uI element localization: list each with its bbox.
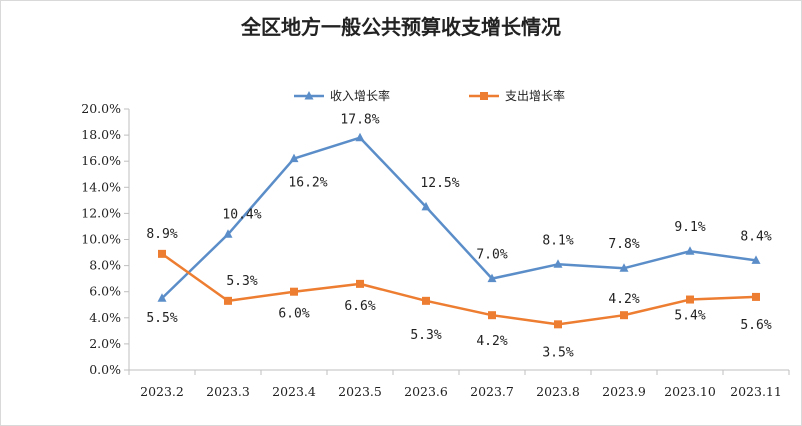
revenue-point — [619, 263, 629, 272]
x-tick-label: 2023.9 — [602, 384, 646, 399]
data-label: 3.5% — [542, 345, 573, 360]
revenue-point — [355, 132, 365, 142]
y-tick-label: 20.0% — [81, 101, 121, 116]
y-tick-label: 0.0% — [89, 362, 121, 377]
revenue-point — [685, 246, 695, 255]
expenditure-point — [488, 311, 496, 320]
revenue-point — [751, 255, 761, 264]
revenue-point — [223, 229, 233, 238]
expenditure-point — [620, 311, 628, 320]
data-label: 12.5% — [420, 176, 459, 191]
y-tick-label: 14.0% — [81, 179, 121, 194]
series-line-revenue — [161, 136, 757, 300]
x-tick-label: 2023.5 — [338, 384, 382, 399]
y-tick-label: 8.0% — [89, 258, 121, 273]
data-label: 16.2% — [288, 176, 327, 191]
data-label: 9.1% — [674, 220, 705, 235]
revenue-point — [487, 273, 497, 283]
y-tick-label: 4.0% — [89, 310, 121, 325]
x-tick-label: 2023.6 — [404, 384, 448, 399]
x-tick-label: 2023.3 — [206, 384, 250, 399]
x-tick-label: 2023.11 — [730, 384, 782, 399]
expenditure-point — [686, 295, 694, 304]
data-label: 17.8% — [340, 113, 379, 128]
y-tick-label: 6.0% — [89, 284, 121, 299]
data-label: 4.2% — [608, 292, 639, 307]
revenue-point — [157, 293, 167, 302]
data-label: 8.4% — [740, 229, 771, 244]
legend-label: 支出增长率 — [505, 88, 565, 103]
y-tick-label: 16.0% — [81, 153, 121, 168]
revenue-point — [289, 153, 299, 163]
data-label: 7.0% — [476, 248, 507, 263]
expenditure-point — [554, 320, 562, 329]
legend-label: 收入增长率 — [330, 88, 390, 103]
revenue-point — [421, 201, 431, 211]
legend-marker — [480, 92, 488, 100]
data-label: 4.2% — [476, 334, 507, 349]
data-label: 6.0% — [278, 307, 309, 322]
x-tick-label: 2023.10 — [664, 384, 716, 399]
expenditure-point — [752, 292, 760, 301]
y-tick-label: 12.0% — [81, 205, 121, 220]
data-label: 8.9% — [146, 227, 177, 242]
series-line-expenditure — [161, 252, 757, 326]
data-label: 10.4% — [222, 207, 261, 222]
x-tick-label: 2023.8 — [536, 384, 580, 399]
data-label: 5.3% — [226, 274, 257, 289]
expenditure-point — [158, 249, 166, 258]
expenditure-point — [422, 296, 430, 305]
data-label: 5.5% — [146, 311, 177, 326]
x-tick-label: 2023.4 — [272, 384, 316, 399]
revenue-point — [553, 259, 563, 268]
legend-marker — [304, 91, 314, 100]
chart-title: 全区地方一般公共预算收支增长情况 — [241, 15, 561, 39]
data-label: 7.8% — [608, 237, 639, 252]
y-tick-label: 10.0% — [81, 232, 121, 247]
data-label: 6.6% — [344, 299, 375, 314]
expenditure-point — [290, 287, 298, 296]
y-tick-label: 18.0% — [81, 127, 121, 142]
expenditure-point — [224, 296, 232, 305]
data-label: 5.3% — [410, 328, 441, 343]
data-label: 5.4% — [674, 309, 705, 324]
expenditure-point — [356, 279, 364, 288]
x-tick-label: 2023.7 — [470, 384, 514, 399]
y-tick-label: 2.0% — [89, 336, 121, 351]
data-label: 8.1% — [542, 233, 573, 248]
data-label: 5.6% — [740, 318, 771, 333]
x-tick-label: 2023.2 — [140, 384, 184, 399]
